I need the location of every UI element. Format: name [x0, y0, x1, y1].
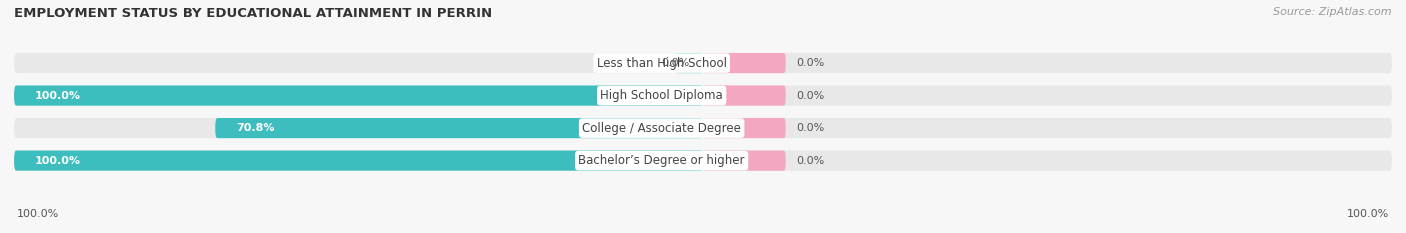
- FancyBboxPatch shape: [703, 151, 786, 171]
- FancyBboxPatch shape: [703, 118, 786, 138]
- Text: Less than High School: Less than High School: [596, 57, 727, 70]
- FancyBboxPatch shape: [14, 86, 703, 106]
- FancyBboxPatch shape: [14, 118, 1392, 138]
- Text: 0.0%: 0.0%: [796, 58, 824, 68]
- FancyBboxPatch shape: [703, 86, 786, 106]
- Text: 0.0%: 0.0%: [796, 123, 824, 133]
- Text: High School Diploma: High School Diploma: [600, 89, 723, 102]
- Text: Source: ZipAtlas.com: Source: ZipAtlas.com: [1274, 7, 1392, 17]
- FancyBboxPatch shape: [703, 53, 786, 73]
- FancyBboxPatch shape: [675, 53, 703, 73]
- FancyBboxPatch shape: [14, 151, 703, 171]
- Text: 0.0%: 0.0%: [796, 156, 824, 166]
- Text: 100.0%: 100.0%: [35, 156, 80, 166]
- Text: Bachelor’s Degree or higher: Bachelor’s Degree or higher: [578, 154, 745, 167]
- Text: 100.0%: 100.0%: [1347, 209, 1389, 219]
- FancyBboxPatch shape: [215, 118, 703, 138]
- Text: 70.8%: 70.8%: [236, 123, 274, 133]
- Text: 0.0%: 0.0%: [661, 58, 689, 68]
- Text: 100.0%: 100.0%: [17, 209, 59, 219]
- FancyBboxPatch shape: [14, 86, 1392, 106]
- Text: EMPLOYMENT STATUS BY EDUCATIONAL ATTAINMENT IN PERRIN: EMPLOYMENT STATUS BY EDUCATIONAL ATTAINM…: [14, 7, 492, 20]
- Text: 0.0%: 0.0%: [796, 91, 824, 101]
- Text: 100.0%: 100.0%: [35, 91, 80, 101]
- FancyBboxPatch shape: [14, 53, 1392, 73]
- Text: College / Associate Degree: College / Associate Degree: [582, 122, 741, 135]
- FancyBboxPatch shape: [14, 151, 1392, 171]
